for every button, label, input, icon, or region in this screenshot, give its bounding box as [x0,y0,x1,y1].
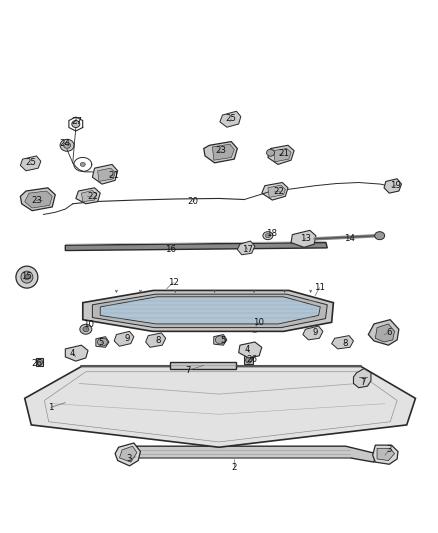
Polygon shape [170,362,237,368]
Polygon shape [212,144,234,160]
Polygon shape [146,333,166,348]
Polygon shape [65,345,88,361]
Polygon shape [353,368,371,387]
Polygon shape [114,332,134,346]
Polygon shape [25,191,52,208]
Text: 10: 10 [253,318,264,327]
Ellipse shape [16,266,38,288]
Ellipse shape [25,274,29,280]
Polygon shape [125,446,376,462]
Polygon shape [204,142,237,163]
Ellipse shape [215,336,225,344]
Polygon shape [25,367,416,447]
Polygon shape [20,188,55,211]
Polygon shape [35,358,43,367]
Text: 8: 8 [343,339,348,348]
Polygon shape [244,356,253,365]
Polygon shape [83,290,333,332]
Polygon shape [268,146,294,165]
Text: 4: 4 [70,349,75,358]
Polygon shape [262,182,288,200]
Text: 23: 23 [31,196,42,205]
Ellipse shape [263,232,273,240]
Ellipse shape [265,233,270,238]
Text: 23: 23 [215,146,227,155]
Ellipse shape [36,359,42,365]
Polygon shape [98,168,115,181]
Ellipse shape [246,357,252,363]
Text: 13: 13 [300,234,311,243]
Polygon shape [239,342,262,358]
Text: 22: 22 [87,192,98,201]
Text: 22: 22 [274,187,285,196]
Text: 8: 8 [155,336,161,345]
Text: 26: 26 [31,359,42,368]
Ellipse shape [252,325,258,329]
Text: 5: 5 [99,338,104,347]
Text: 27: 27 [71,117,83,126]
Text: 9: 9 [125,334,130,343]
Text: 25: 25 [226,114,237,123]
Text: 14: 14 [344,234,356,243]
Ellipse shape [83,327,89,332]
Ellipse shape [249,322,261,332]
Text: 5: 5 [221,336,226,345]
Ellipse shape [60,139,74,151]
Polygon shape [274,149,291,162]
Text: 15: 15 [21,272,32,280]
Polygon shape [332,336,353,349]
Text: 17: 17 [242,245,253,254]
Text: 18: 18 [266,229,277,238]
Text: 10: 10 [82,320,94,329]
Polygon shape [384,179,402,193]
Polygon shape [92,165,118,184]
Polygon shape [92,294,327,328]
Text: 12: 12 [168,278,179,287]
Polygon shape [373,445,398,464]
Ellipse shape [80,163,85,166]
Text: 24: 24 [60,139,71,148]
Text: 2: 2 [232,463,237,472]
Text: 20: 20 [187,197,198,206]
Polygon shape [303,326,323,340]
Text: 11: 11 [314,283,325,292]
Polygon shape [268,185,286,197]
Ellipse shape [374,232,385,240]
Ellipse shape [64,142,71,148]
Text: 6: 6 [386,328,392,337]
Polygon shape [81,190,97,201]
Polygon shape [20,156,41,171]
Text: 7: 7 [360,378,366,387]
Ellipse shape [80,324,92,334]
Polygon shape [377,448,395,461]
Ellipse shape [72,120,80,127]
Polygon shape [96,337,109,348]
Text: 16: 16 [165,245,176,254]
Polygon shape [115,443,141,466]
Text: 19: 19 [390,181,401,190]
Ellipse shape [267,149,275,156]
Text: 21: 21 [278,149,289,158]
Polygon shape [237,241,255,255]
Polygon shape [220,111,241,127]
Polygon shape [375,324,395,342]
Polygon shape [100,297,320,324]
Ellipse shape [97,338,107,346]
Polygon shape [214,335,227,345]
Text: 21: 21 [109,171,120,180]
Ellipse shape [21,271,33,283]
Text: 25: 25 [25,158,36,167]
Text: 26: 26 [246,355,257,364]
Text: 3: 3 [127,455,132,463]
Text: 9: 9 [312,328,318,337]
Text: 7: 7 [186,366,191,375]
Text: 1: 1 [48,403,53,412]
Polygon shape [76,188,100,204]
Text: 4: 4 [245,345,250,354]
Polygon shape [120,446,137,462]
Polygon shape [368,320,399,345]
Polygon shape [65,243,327,251]
Text: 3: 3 [386,446,392,455]
Polygon shape [291,230,316,247]
